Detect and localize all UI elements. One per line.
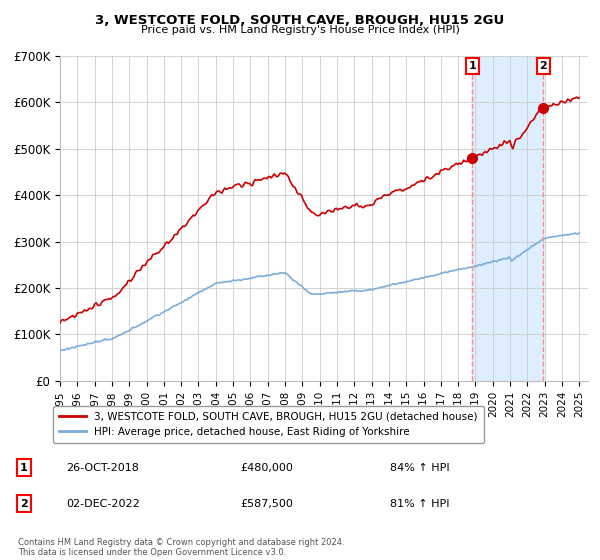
Text: 2: 2 xyxy=(20,498,28,508)
Text: Price paid vs. HM Land Registry's House Price Index (HPI): Price paid vs. HM Land Registry's House … xyxy=(140,25,460,35)
Legend: 3, WESTCOTE FOLD, SOUTH CAVE, BROUGH, HU15 2GU (detached house), HPI: Average pr: 3, WESTCOTE FOLD, SOUTH CAVE, BROUGH, HU… xyxy=(53,405,484,444)
Text: 2: 2 xyxy=(539,61,547,71)
Text: 02-DEC-2022: 02-DEC-2022 xyxy=(66,498,140,508)
Text: 1: 1 xyxy=(469,61,476,71)
Text: 3, WESTCOTE FOLD, SOUTH CAVE, BROUGH, HU15 2GU: 3, WESTCOTE FOLD, SOUTH CAVE, BROUGH, HU… xyxy=(95,14,505,27)
Bar xyxy=(472,56,544,381)
Text: 26-OCT-2018: 26-OCT-2018 xyxy=(66,463,139,473)
Text: £587,500: £587,500 xyxy=(240,498,293,508)
Text: 84% ↑ HPI: 84% ↑ HPI xyxy=(390,463,449,473)
Text: £480,000: £480,000 xyxy=(240,463,293,473)
Text: 81% ↑ HPI: 81% ↑ HPI xyxy=(390,498,449,508)
Text: Contains HM Land Registry data © Crown copyright and database right 2024.
This d: Contains HM Land Registry data © Crown c… xyxy=(18,538,344,557)
Text: 1: 1 xyxy=(20,463,28,473)
